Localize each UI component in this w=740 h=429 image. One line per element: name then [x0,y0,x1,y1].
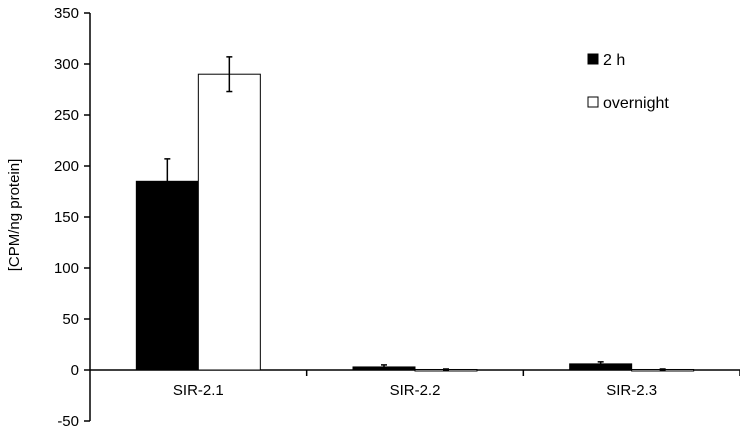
y-tick-label: 350 [54,5,79,22]
x-tick-label: SIR-2.2 [390,382,441,399]
legend: 2 h overnight [587,52,669,112]
y-tick-label: 100 [54,260,79,277]
legend-label: overnight [603,95,669,112]
legend-swatch [587,53,599,65]
y-tick-label: 50 [62,311,79,328]
y-tick-label: 300 [54,56,79,73]
y-tick-label: 150 [54,209,79,226]
bar-overnight [197,73,261,371]
y-tick-label: 250 [54,107,79,124]
y-tick-label: 0 [71,362,79,379]
plot-area: -50 0 50 100 150 200 250 300 350 SIR-2.1 SIR-2.2 SI… [54,5,740,429]
legend-label: 2 h [603,52,625,69]
y-axis-title: [CPM/ng protein] [6,159,23,272]
bar-two-hour [135,180,199,371]
x-tick-label: SIR-2.1 [173,382,224,399]
legend-swatch [587,96,599,108]
y-tick-label: -50 [57,413,79,429]
x-tick-label: SIR-2.3 [606,382,657,399]
y-tick-label: 200 [54,158,79,175]
